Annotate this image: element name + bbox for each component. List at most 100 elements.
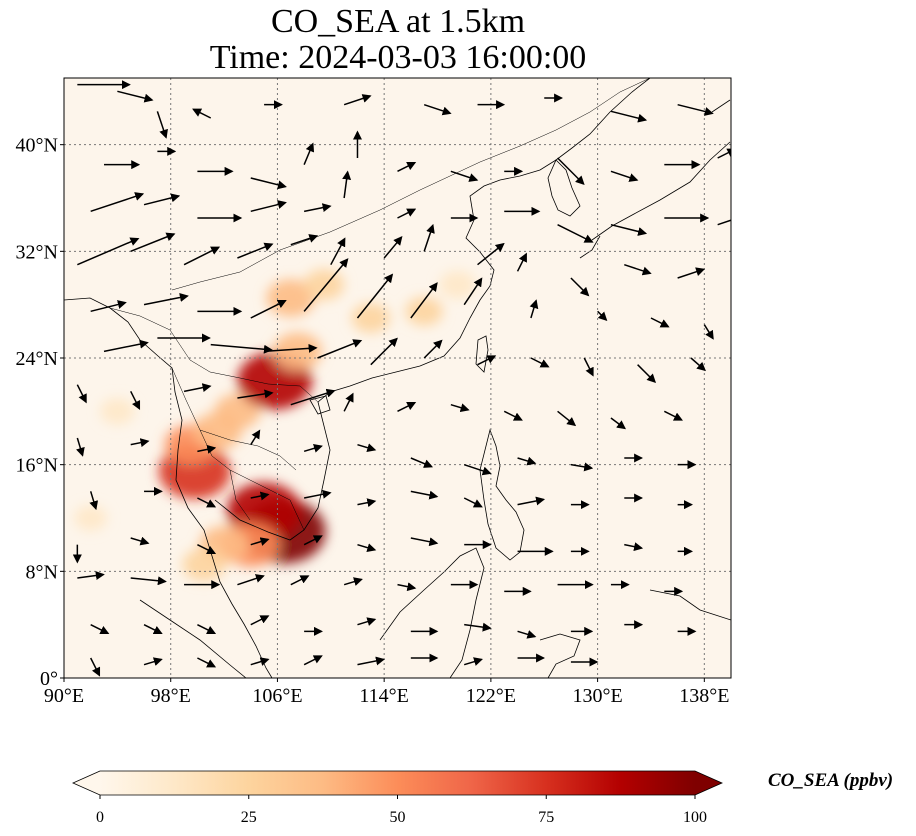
wind-arrow (303, 142, 315, 165)
wind-arrow (90, 192, 145, 213)
wind-arrow (183, 246, 221, 266)
wind-arrow (303, 258, 349, 312)
wind-arrow (77, 237, 140, 266)
wind-arrow (370, 337, 398, 366)
lon-tick-label: 114°E (359, 685, 408, 707)
wind-arrow (192, 108, 212, 119)
wind-arrow (197, 497, 217, 508)
wind-arrow (130, 390, 141, 411)
wind-arrow (130, 232, 176, 253)
wind-arrow (343, 392, 354, 412)
wind-arrow (197, 623, 217, 635)
wind-arrow (677, 267, 706, 279)
wind-arrow (410, 537, 439, 547)
concentration-hotspot (351, 303, 391, 333)
wind-arrow (143, 193, 181, 206)
wind-arrow (90, 657, 101, 677)
lon-tick-label: 130°E (572, 685, 622, 707)
wind-arrow (529, 299, 539, 319)
map-panel: 90°E 98°E 106°E 114°E 122°E 130°E 138°E 0° 8°N 16… (16, 77, 732, 707)
concentration-hotspot (303, 269, 345, 301)
concentration-hotspot (100, 398, 135, 425)
axis-ticks: 90°E 98°E 106°E 114°E 122°E 130°E 138°E 0° 8°N 16… (16, 135, 730, 707)
wind-arrow (423, 339, 443, 359)
colorbar-tick-label: 75 (538, 809, 554, 826)
wind-arrow (250, 299, 287, 319)
concentration-hotspot (439, 270, 476, 299)
concentration-hotspot (405, 296, 443, 326)
coastline-philippines (479, 428, 525, 561)
colorbar-bar (100, 771, 695, 795)
lon-tick-label: 106°E (252, 685, 302, 707)
wind-arrow (477, 242, 505, 266)
wind-arrow (597, 310, 608, 322)
wind-arrow (90, 300, 127, 313)
wind-arrow (356, 273, 394, 319)
wind-arrow (250, 657, 270, 666)
wind-arrow (183, 383, 212, 393)
wind-arrow (357, 543, 377, 553)
wind-arrow (690, 357, 706, 372)
wind-arrow (343, 577, 363, 586)
wind-arrow (650, 317, 670, 328)
wind-arrow (423, 103, 452, 116)
wind-arrow (610, 110, 648, 123)
coastline-hainan (309, 395, 331, 415)
wind-arrow (450, 403, 470, 413)
coastline-borneo (379, 547, 485, 678)
wind-arrow (250, 177, 287, 190)
plot-title-line1: CO_SEA at 1.5km (270, 3, 526, 40)
wind-arrow (89, 491, 99, 511)
colorbar-tick-label: 25 (241, 809, 257, 826)
wind-arrow (517, 456, 537, 466)
wind-arrow (463, 497, 483, 508)
coastline-mainland (64, 78, 651, 678)
wind-arrow (357, 656, 385, 666)
lat-tick-label: 0° (40, 668, 58, 690)
wind-arrow (77, 571, 105, 580)
wind-arrow (237, 242, 274, 259)
wind-arrow (530, 357, 550, 368)
wind-vectors (72, 80, 731, 677)
wind-arrow (197, 657, 217, 668)
wind-arrow (303, 489, 332, 499)
concentration-hotspot (182, 548, 226, 582)
wind-arrow (303, 655, 323, 666)
wind-arrow (76, 384, 87, 404)
wind-arrow (143, 293, 189, 306)
wind-arrow (290, 234, 319, 246)
map-frame (63, 77, 732, 679)
wind-arrow (330, 237, 346, 266)
wind-arrow (117, 90, 154, 103)
wind-arrow (610, 170, 639, 182)
wind-arrow (90, 623, 110, 635)
wind-arrow (303, 535, 323, 546)
wind-arrow (397, 401, 417, 413)
wind-arrow (76, 437, 85, 457)
wind-arrow (250, 615, 270, 626)
wind-arrow (250, 491, 270, 501)
wind-arrow (477, 355, 497, 366)
colorbar-label: CO_SEA (ppbv) (768, 770, 894, 791)
wind-arrow (703, 324, 714, 340)
lat-tick-label: 16°N (16, 455, 58, 477)
wind-arrow (210, 343, 273, 354)
wind-arrow (423, 223, 435, 252)
wind-arrow (383, 236, 403, 259)
wind-arrow (610, 223, 648, 236)
country-borders (109, 78, 651, 531)
wind-arrow (130, 536, 150, 546)
colorbar-max-extend (695, 771, 722, 795)
map-background (64, 78, 731, 678)
gridlines (64, 78, 731, 678)
coastline-korea (547, 159, 581, 217)
wind-arrow (343, 94, 372, 106)
wind-arrow (237, 574, 265, 586)
wind-arrow (357, 617, 377, 626)
wind-arrow (637, 364, 657, 384)
lon-tick-label: 90°E (44, 685, 84, 707)
wind-arrow (317, 339, 363, 359)
wind-arrow (570, 277, 590, 297)
coastline-sumatra (139, 599, 247, 678)
wind-arrow (610, 417, 627, 430)
